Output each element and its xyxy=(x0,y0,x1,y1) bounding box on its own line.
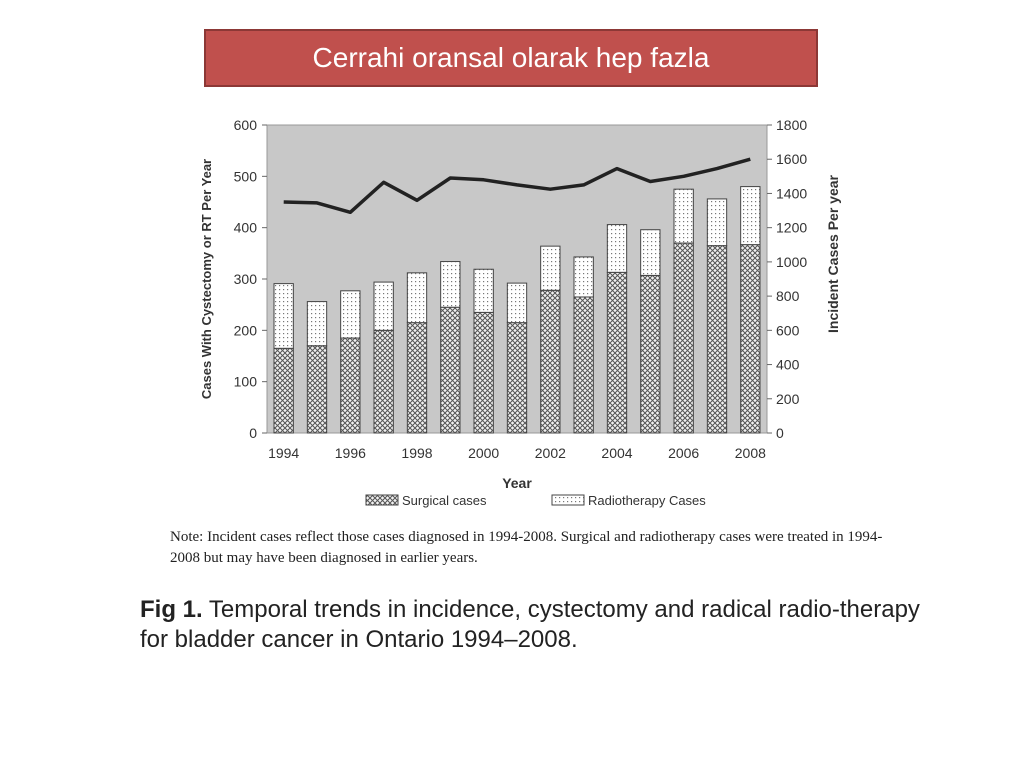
x-tick-label: 2000 xyxy=(468,445,499,461)
right-tick-label: 0 xyxy=(776,425,784,441)
bar-surgical-2000 xyxy=(473,311,494,434)
x-tick-label: 2004 xyxy=(601,445,632,461)
bar-surgical-1999 xyxy=(440,306,461,434)
bar-radiotherapy-2004 xyxy=(606,224,628,273)
bar-surgical-1997 xyxy=(373,329,394,434)
bladder-cancer-chart: 0 100 200 300 400 500 600 0 200 400 600 800 1000 1200… xyxy=(199,117,841,508)
figure-note: Note: Incident cases reflect those cases… xyxy=(170,529,883,566)
bar-radiotherapy-1994 xyxy=(273,283,294,349)
left-tick-label: 600 xyxy=(234,117,258,133)
x-tick-label: 1994 xyxy=(268,445,299,461)
right-tick-label: 1200 xyxy=(776,220,807,236)
x-tick-label: 2008 xyxy=(735,445,766,461)
left-tick-label: 300 xyxy=(234,271,258,287)
bar-surgical-2003 xyxy=(573,296,594,434)
figure-caption: Fig 1. Temporal trends in incidence, cys… xyxy=(140,595,920,655)
bar-surgical-2006 xyxy=(673,242,694,434)
bar-surgical-2007 xyxy=(706,245,728,434)
bar-radiotherapy-1996 xyxy=(340,290,361,339)
right-tick-label: 1600 xyxy=(776,151,807,167)
left-tick-label: 100 xyxy=(234,374,258,390)
left-tick-label: 400 xyxy=(234,220,258,236)
right-tick-label: 400 xyxy=(776,357,800,373)
bar-radiotherapy-2002 xyxy=(540,245,561,291)
x-tick-label: 2006 xyxy=(668,445,699,461)
left-axis-title: Cases With Cystectomy or RT Per Year xyxy=(199,159,214,399)
slide-title: Cerrahi oransal olarak hep fazla xyxy=(204,29,818,87)
x-tick-label: 1998 xyxy=(401,445,432,461)
caption-text: Temporal trends in incidence, cystectomy… xyxy=(140,596,920,653)
left-tick-label: 500 xyxy=(234,168,258,184)
right-tick-label: 1000 xyxy=(776,254,807,270)
bar-radiotherapy-1998 xyxy=(406,272,428,324)
incidence-line xyxy=(283,157,751,215)
legend-swatch-radiotherapy xyxy=(551,494,585,506)
bar-surgical-1996 xyxy=(340,337,361,434)
bar-radiotherapy-2006 xyxy=(673,188,694,244)
x-tick-label: 1996 xyxy=(335,445,366,461)
legend-label-surgical: Surgical cases xyxy=(402,493,487,508)
right-tick-label: 800 xyxy=(776,288,800,304)
right-tick-label: 600 xyxy=(776,322,800,338)
bar-surgical-1995 xyxy=(306,345,328,434)
x-tick-label: 2002 xyxy=(535,445,566,461)
x-axis-title: Year xyxy=(502,475,532,491)
right-tick-label: 1800 xyxy=(776,117,807,133)
right-tick-label: 200 xyxy=(776,391,800,407)
bar-radiotherapy-2000 xyxy=(473,268,494,313)
bar-surgical-2005 xyxy=(640,274,661,434)
bar-radiotherapy-2001 xyxy=(506,282,528,324)
bar-surgical-2001 xyxy=(506,322,528,434)
right-tick-label: 1400 xyxy=(776,185,807,201)
right-axis-title: Incident Cases Per year xyxy=(825,174,841,333)
bar-radiotherapy-2008 xyxy=(740,186,761,246)
bar-radiotherapy-1997 xyxy=(373,281,394,331)
caption-label: Fig 1. xyxy=(140,596,203,623)
left-tick-label: 200 xyxy=(234,322,258,338)
bar-radiotherapy-2007 xyxy=(706,198,728,247)
bar-surgical-1994 xyxy=(273,347,294,434)
bar-radiotherapy-2003 xyxy=(573,256,594,298)
bar-surgical-2004 xyxy=(606,271,628,434)
bar-radiotherapy-2005 xyxy=(640,229,661,276)
bar-radiotherapy-1995 xyxy=(306,301,328,347)
bar-surgical-1998 xyxy=(406,322,428,434)
bar-surgical-2008 xyxy=(740,244,761,434)
legend-label-radiotherapy: Radiotherapy Cases xyxy=(588,493,706,508)
left-tick-label: 0 xyxy=(249,425,257,441)
bar-radiotherapy-1999 xyxy=(440,261,461,308)
bar-surgical-2002 xyxy=(540,289,561,434)
legend-swatch-surgical xyxy=(365,494,399,506)
